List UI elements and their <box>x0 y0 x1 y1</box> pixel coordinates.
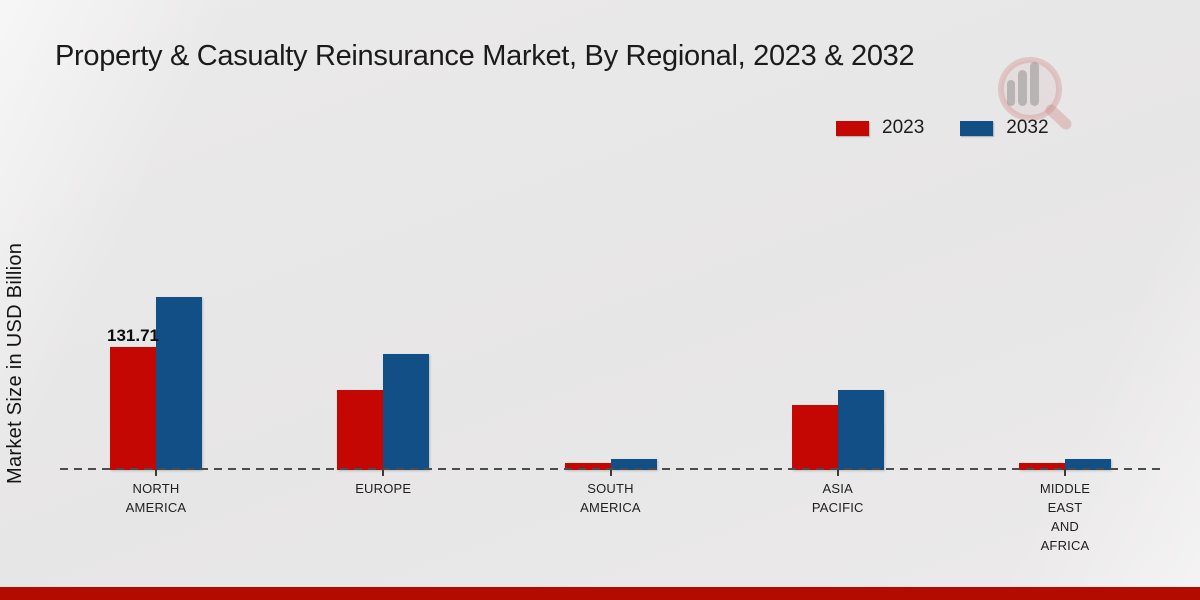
x-axis-tick <box>1064 470 1066 476</box>
bar-2032-asia-pacific <box>837 390 884 470</box>
bar-2023-europe <box>337 390 384 470</box>
chart-title: Property & Casualty Reinsurance Market, … <box>55 40 915 72</box>
bar-2023-asia-pacific <box>791 405 838 470</box>
x-axis-tick <box>382 470 385 476</box>
x-axis-baseline <box>60 468 1160 470</box>
bar-2023-middle-east-and-africa <box>1019 463 1065 470</box>
x-axis-tick <box>836 470 839 476</box>
brand-watermark-magnifier-bars-icon <box>992 52 1082 144</box>
legend: 2023 2032 <box>836 117 1049 139</box>
legend-swatch-2023 <box>836 120 869 136</box>
legend-item-2023: 2023 <box>836 117 924 139</box>
legend-item-2032: 2032 <box>960 117 1049 139</box>
legend-swatch-2032 <box>960 120 994 136</box>
bar-2023-north-america <box>110 347 156 470</box>
footer-accent-bar <box>0 587 1200 600</box>
y-axis-label: Market Size in USD Billion <box>4 242 26 484</box>
x-axis-tick <box>609 470 612 476</box>
x-axis-category-label: EUROPE <box>355 481 412 496</box>
bar-2032-middle-east-and-africa <box>1065 459 1111 470</box>
bar-2032-europe <box>383 354 430 470</box>
legend-label-2023: 2023 <box>882 117 925 138</box>
bar-2023-south-america <box>564 463 611 470</box>
x-axis-category-label: SOUTH AMERICA <box>580 481 641 515</box>
x-axis-category-label: MIDDLE EAST AND AFRICA <box>1039 481 1091 553</box>
bar-2032-north-america <box>156 297 202 470</box>
x-axis-tick <box>155 470 157 476</box>
bar-2032-south-america <box>610 459 657 470</box>
x-axis-category-label: NORTH AMERICA <box>125 481 187 515</box>
x-axis-category-label: ASIA PACIFIC <box>811 481 864 515</box>
legend-label-2032: 2032 <box>1006 117 1049 138</box>
bar-value-label: 131.71 <box>107 326 159 345</box>
